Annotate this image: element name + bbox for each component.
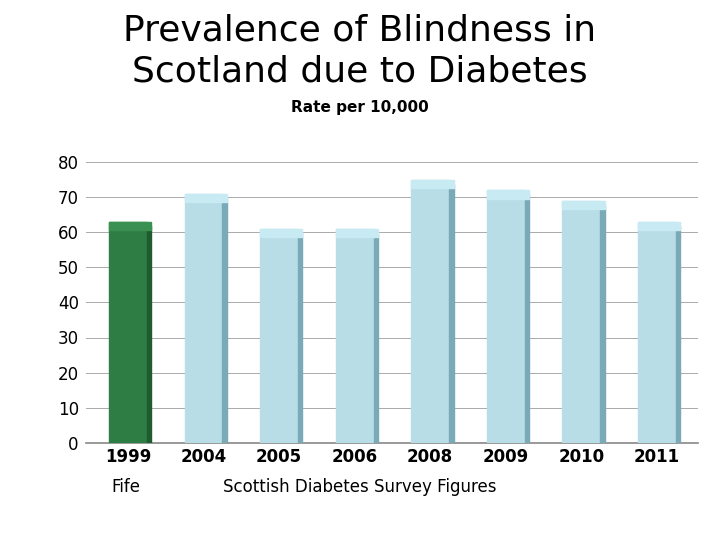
Bar xyxy=(260,229,302,238)
Text: Prevalence of Blindness in: Prevalence of Blindness in xyxy=(123,14,597,48)
Bar xyxy=(525,194,529,443)
Bar xyxy=(562,201,605,210)
Text: Fife: Fife xyxy=(112,478,140,496)
Bar xyxy=(600,205,605,443)
Bar xyxy=(638,221,680,231)
Bar xyxy=(147,226,151,443)
Text: Rate per 10,000: Rate per 10,000 xyxy=(291,100,429,115)
Bar xyxy=(638,221,676,443)
Bar xyxy=(562,200,600,443)
Bar xyxy=(298,233,302,443)
Bar xyxy=(336,229,378,238)
Bar xyxy=(411,179,449,443)
Bar xyxy=(109,221,147,443)
Bar xyxy=(109,221,151,231)
Bar xyxy=(676,226,680,443)
Text: Scotland due to Diabetes: Scotland due to Diabetes xyxy=(132,54,588,88)
Bar xyxy=(487,190,525,443)
Bar xyxy=(374,233,378,443)
Bar xyxy=(260,229,298,443)
Bar xyxy=(336,229,374,443)
Text: Scottish Diabetes Survey Figures: Scottish Diabetes Survey Figures xyxy=(223,478,497,496)
Bar xyxy=(449,184,454,443)
Bar xyxy=(222,198,227,443)
Bar xyxy=(411,179,454,188)
Bar xyxy=(184,193,222,443)
Bar xyxy=(487,190,529,199)
Bar xyxy=(184,194,227,202)
